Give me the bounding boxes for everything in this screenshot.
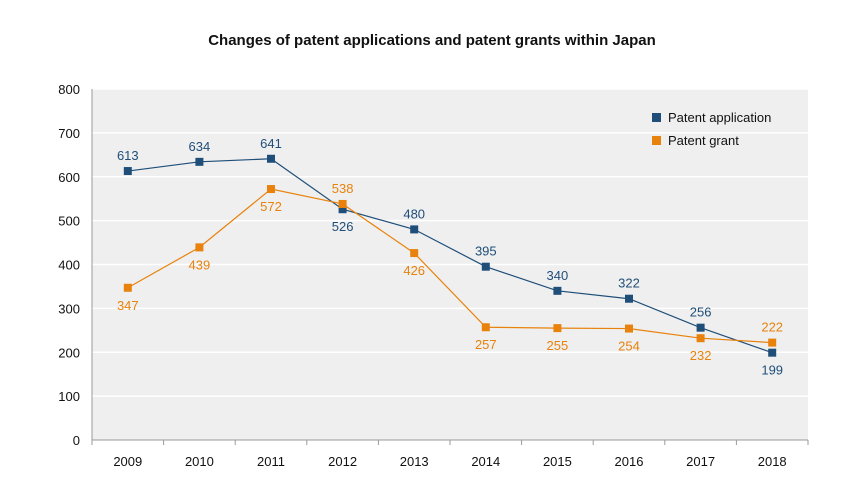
chart-title: Changes of patent applications and paten… bbox=[208, 32, 656, 49]
y-tick-label: 800 bbox=[58, 82, 80, 97]
data-point bbox=[481, 323, 490, 332]
data-point bbox=[553, 324, 562, 333]
data-label: 641 bbox=[260, 136, 282, 151]
data-label: 322 bbox=[618, 276, 640, 291]
data-point bbox=[625, 324, 633, 333]
data-point bbox=[338, 199, 347, 208]
x-tick-label: 2016 bbox=[615, 454, 644, 469]
data-label: 255 bbox=[547, 338, 569, 353]
legend-label: Patent application bbox=[668, 110, 771, 125]
x-tick-label: 2015 bbox=[543, 454, 572, 469]
data-label: 439 bbox=[189, 257, 211, 272]
series-0: 613 634 641 526 480 395 340 322 256 199 bbox=[117, 136, 783, 378]
data-label: 480 bbox=[403, 206, 425, 221]
data-point bbox=[338, 205, 347, 214]
x-tick-label: 2010 bbox=[185, 454, 214, 469]
legend-swatch bbox=[652, 113, 661, 122]
data-label: 340 bbox=[547, 268, 569, 283]
legend: Patent application Patent grant bbox=[652, 110, 771, 148]
data-label: 232 bbox=[690, 348, 712, 363]
data-label: 256 bbox=[690, 305, 712, 320]
series-line bbox=[127, 188, 773, 344]
data-label: 395 bbox=[475, 244, 497, 259]
x-tick-label: 2009 bbox=[113, 454, 142, 469]
data-point bbox=[195, 157, 204, 166]
y-tick-label: 200 bbox=[58, 345, 80, 360]
data-point bbox=[625, 294, 633, 303]
data-point bbox=[123, 283, 132, 292]
data-point bbox=[123, 167, 132, 176]
data-point bbox=[768, 348, 777, 357]
data-label: 426 bbox=[403, 263, 425, 278]
x-tick-label: 2018 bbox=[758, 454, 787, 469]
data-label: 257 bbox=[475, 337, 497, 352]
data-point bbox=[267, 185, 275, 194]
y-tick-label: 600 bbox=[58, 170, 80, 185]
x-tick-label: 2012 bbox=[328, 454, 357, 469]
data-label: 222 bbox=[761, 320, 783, 335]
data-label: 572 bbox=[260, 199, 282, 214]
x-tick-label: 2017 bbox=[686, 454, 715, 469]
y-axis-ticks: 0 100 200 300 400 500 600 700 800 bbox=[58, 82, 80, 448]
legend-label: Patent grant bbox=[668, 133, 739, 148]
y-tick-label: 400 bbox=[58, 258, 80, 273]
y-tick-label: 500 bbox=[58, 214, 80, 229]
legend-swatch bbox=[652, 136, 661, 145]
series-group: 613 634 641 526 480 395 340 322 256 199 347 439 572 5… bbox=[117, 136, 783, 378]
data-point bbox=[553, 286, 562, 295]
x-tick-label: 2014 bbox=[471, 454, 500, 469]
data-point bbox=[696, 334, 705, 343]
y-tick-label: 0 bbox=[73, 433, 80, 448]
y-tick-label: 100 bbox=[58, 389, 80, 404]
x-axis-ticks: 2009 2010 2011 2012 2013 2014 2015 2016 2017 2018 bbox=[91, 440, 809, 469]
data-label: 526 bbox=[332, 219, 354, 234]
data-point bbox=[481, 262, 490, 271]
x-tick-label: 2013 bbox=[400, 454, 429, 469]
data-label: 199 bbox=[761, 363, 783, 378]
data-label: 347 bbox=[117, 298, 139, 313]
data-point bbox=[267, 154, 275, 163]
y-tick-label: 300 bbox=[58, 301, 80, 316]
data-label: 538 bbox=[332, 181, 354, 196]
series-line bbox=[127, 158, 773, 354]
series-1: 347 439 572 538 426 257 255 254 232 222 bbox=[117, 181, 783, 363]
data-point bbox=[696, 323, 705, 332]
data-label: 254 bbox=[618, 339, 640, 354]
grid-lines bbox=[92, 88, 808, 397]
data-label: 634 bbox=[189, 139, 211, 154]
x-tick-label: 2011 bbox=[257, 454, 285, 469]
data-point bbox=[410, 225, 419, 234]
data-label: 613 bbox=[117, 148, 139, 163]
data-point bbox=[195, 243, 204, 252]
y-tick-label: 700 bbox=[58, 126, 80, 141]
data-point bbox=[768, 338, 777, 347]
data-point bbox=[410, 249, 419, 258]
